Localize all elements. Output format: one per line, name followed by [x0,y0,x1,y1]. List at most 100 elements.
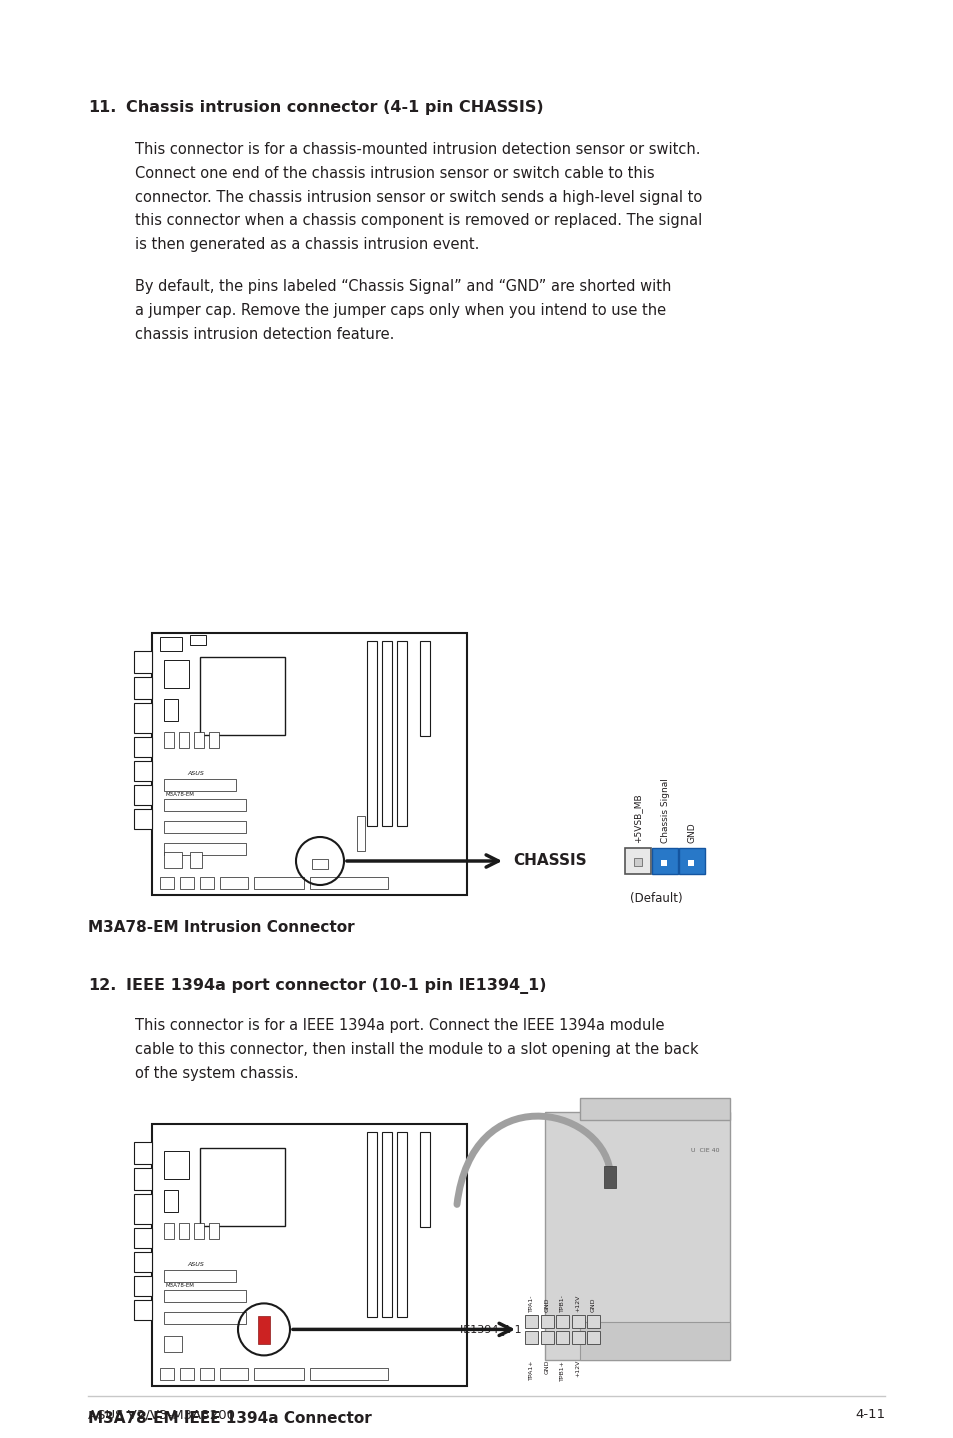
Bar [133,1195,152,1224]
Text: (Default): (Default) [629,892,681,905]
Text: of the system chassis.: of the system chassis. [135,1066,298,1080]
Text: M3A78-EM: M3A78-EM [166,1283,194,1288]
Bar [164,1336,182,1352]
Bar [160,637,182,651]
Bar [571,1330,584,1343]
Text: +12V: +12V [575,1294,579,1311]
Text: connector. The chassis intrusion sensor or switch sends a high-level signal to: connector. The chassis intrusion sensor … [135,190,701,204]
Bar [367,641,376,825]
Bar [540,1330,553,1343]
Text: 4-11: 4-11 [854,1408,884,1421]
Text: Connect one end of the chassis intrusion sensor or switch cable to this: Connect one end of the chassis intrusion… [135,165,654,181]
Bar [200,657,285,735]
Bar [556,1330,568,1343]
Bar [133,810,152,828]
Bar [133,677,152,699]
Bar [133,1142,152,1165]
Text: This connector is for a chassis-mounted intrusion detection sensor or switch.: This connector is for a chassis-mounted … [135,142,700,157]
Text: CHASSIS: CHASSIS [513,854,586,869]
Text: By default, the pins labeled “Chassis Signal” and “GND” are shorted with: By default, the pins labeled “Chassis Si… [135,279,671,293]
Bar [133,1300,152,1320]
Text: Chassis Signal: Chassis Signal [659,778,669,843]
Bar [133,761,152,781]
Bar [524,1316,537,1329]
Bar [556,1316,568,1329]
Bar [160,1369,173,1380]
Bar [356,815,365,851]
Bar [586,1316,599,1329]
Text: TPA1+: TPA1+ [529,1360,534,1380]
Bar [396,1132,407,1317]
Bar [164,1224,173,1240]
Bar [193,1224,204,1240]
Bar [200,877,213,889]
Text: ASUS: ASUS [187,1263,204,1267]
Bar [164,732,173,748]
Text: M3A78-EM Intrusion Connector: M3A78-EM Intrusion Connector [88,920,355,935]
Bar [133,703,152,733]
Text: 12.: 12. [88,978,116,994]
Text: is then generated as a chassis intrusion event.: is then generated as a chassis intrusion… [135,237,478,252]
Text: Chassis intrusion connector (4-1 pin CHASSIS): Chassis intrusion connector (4-1 pin CHA… [126,101,543,115]
Text: GND: GND [544,1297,549,1311]
Bar [133,1252,152,1273]
Bar [164,800,246,811]
Text: 11.: 11. [88,101,116,115]
Bar [586,1330,599,1343]
Bar [164,1290,246,1303]
Text: TPB1+: TPB1+ [559,1360,564,1380]
Bar [193,732,204,748]
Text: chassis intrusion detection feature.: chassis intrusion detection feature. [135,326,394,342]
Bar [164,699,178,720]
Bar [133,1169,152,1191]
Text: IEEE 1394a port connector (10-1 pin IE1394_1): IEEE 1394a port connector (10-1 pin IE13… [126,978,546,994]
Bar [179,1224,189,1240]
Bar [419,641,430,736]
Text: ASUS V2/V3-M3A3200: ASUS V2/V3-M3A3200 [88,1408,234,1421]
Bar [209,732,219,748]
Bar [152,1125,467,1386]
Bar [164,1152,189,1179]
Bar [540,1316,553,1329]
Bar [257,1316,270,1345]
Bar [190,636,206,646]
Bar [571,1316,584,1329]
Text: This connector is for a IEEE 1394a port. Connect the IEEE 1394a module: This connector is for a IEEE 1394a port.… [135,1018,664,1032]
Bar [209,1224,219,1240]
Bar [164,660,189,687]
Bar [660,860,666,866]
Bar [651,848,678,874]
Bar [190,851,202,869]
Bar [133,1277,152,1297]
Bar [160,877,173,889]
Bar [310,1369,388,1380]
Text: M3A78-EM IEEE 1394a Connector: M3A78-EM IEEE 1394a Connector [88,1412,372,1426]
Bar [200,1369,213,1380]
Bar [524,1330,537,1343]
Text: GND: GND [590,1297,596,1311]
Bar [164,1313,246,1324]
Bar [396,641,407,825]
Bar [253,877,304,889]
Bar [179,732,189,748]
Bar [220,1369,248,1380]
Bar [312,858,328,869]
Bar [381,641,392,825]
Bar [180,1369,193,1380]
Text: TPB1-: TPB1- [559,1294,564,1311]
Bar [419,1132,430,1228]
Bar [544,1113,729,1360]
Bar [164,1191,178,1212]
Text: ASUS: ASUS [187,771,204,777]
Text: IE1394_1 1: IE1394_1 1 [460,1324,521,1334]
Bar [310,877,388,889]
Bar [133,651,152,673]
Text: a jumper cap. Remove the jumper caps only when you intend to use the: a jumper cap. Remove the jumper caps onl… [135,303,665,318]
Bar [679,848,704,874]
Bar [164,821,246,833]
Bar [164,851,182,869]
Text: GND: GND [544,1360,549,1375]
Bar [367,1132,376,1317]
Bar [152,633,467,894]
Bar [381,1132,392,1317]
